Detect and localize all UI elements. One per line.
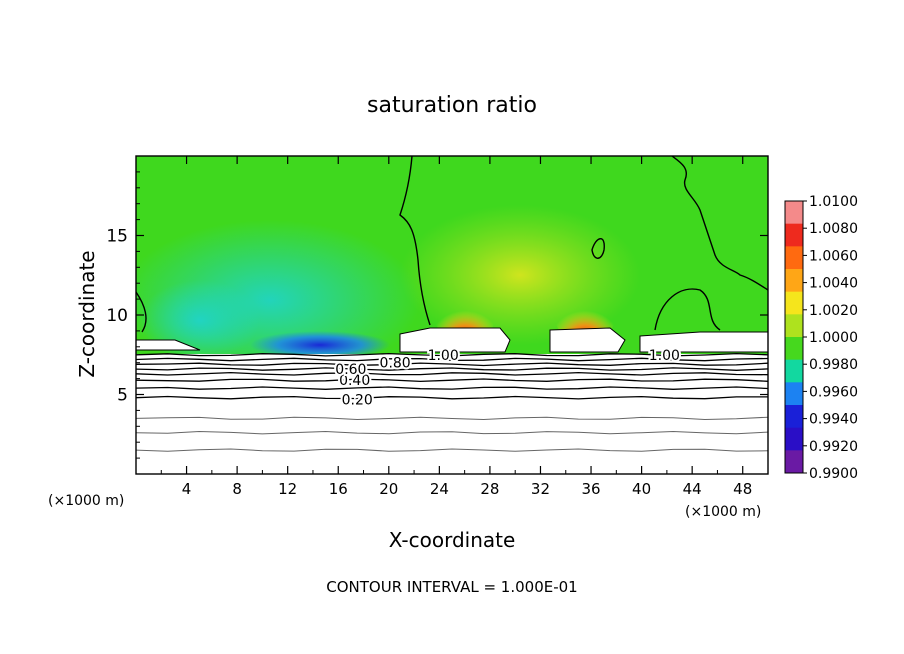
x-tick-label: 16 — [329, 480, 348, 498]
colorbar-swatch — [785, 223, 803, 247]
contour-1-00-left — [136, 291, 147, 333]
colorbar-label: 1.0080 — [809, 221, 858, 237]
field-white-zone-1 — [399, 327, 511, 353]
x-tick-label: 40 — [632, 480, 651, 498]
colorbar-label: 1.0020 — [809, 303, 858, 319]
contour-line — [136, 395, 768, 400]
contour-line — [136, 378, 768, 383]
contour-label: 0.60 — [335, 362, 366, 378]
field-white-zone-4 — [136, 339, 201, 351]
x-axis-ticks: 4 8 12 16 20 24 28 32 36 40 44 48 — [160, 156, 752, 498]
contour-label: 0.80 — [380, 356, 411, 372]
plot-area — [136, 156, 768, 474]
colorbar-label: 0.9940 — [809, 412, 858, 428]
colorbar-label: 1.0100 — [809, 194, 858, 210]
colorbar-swatch — [785, 201, 803, 225]
contour-line — [136, 430, 768, 435]
contour-line — [136, 357, 768, 362]
contour-label: 0.20 — [342, 392, 373, 408]
colorbar-swatch — [785, 269, 803, 293]
colorbar-label: 1.0060 — [809, 248, 858, 264]
contour-interval-note: CONTOUR INTERVAL = 1.000E-01 — [326, 578, 577, 596]
x-tick-label: 20 — [379, 480, 398, 498]
x-tick-label: 8 — [232, 480, 242, 498]
field-white-zone-3 — [639, 331, 768, 353]
chart-title: saturation ratio — [367, 93, 537, 118]
x-tick-label: 24 — [430, 480, 449, 498]
y-tick-label: 15 — [106, 227, 128, 247]
contour-label: 1.00 — [649, 348, 680, 364]
y-axis-ticks: 5 10 15 — [106, 171, 768, 459]
colorbar-swatch — [785, 314, 803, 338]
x-tick-label: 32 — [531, 480, 550, 498]
colorbar-label: 1.0000 — [809, 330, 858, 346]
x-axis-label: X-coordinate — [389, 528, 516, 552]
x-unit-label-right: (×1000 m) — [685, 504, 761, 520]
colorbar: 1.0100 1.0080 1.0060 1.0040 1.0020 1.0000 0.99… — [784, 194, 858, 482]
colorbar-swatch — [785, 291, 803, 315]
x-unit-label-left: (×1000 m) — [48, 493, 124, 509]
contour-labels: 0.20 0.400.60 0.80 1.00 1.00 — [333, 346, 682, 411]
colorbar-swatch — [785, 359, 803, 383]
contour-1-00-right — [671, 156, 768, 291]
contour-line — [136, 448, 768, 452]
y-tick-label: 10 — [106, 306, 128, 326]
colorbar-label: 0.9920 — [809, 439, 858, 455]
contour-label: 0.40 — [339, 373, 370, 389]
y-axis-label: Z-coordinate — [75, 250, 99, 377]
contour-line — [136, 352, 768, 357]
x-tick-label: 36 — [581, 480, 600, 498]
colorbar-swatch — [785, 382, 803, 406]
x-tick-label: 12 — [278, 480, 297, 498]
contour-line — [136, 367, 768, 371]
colorbar-swatch — [785, 450, 803, 474]
contour-1-00-bubble — [591, 238, 605, 259]
colorbar-label: 0.9900 — [809, 466, 858, 482]
x-tick-label: 44 — [683, 480, 702, 498]
contour-line — [136, 386, 768, 390]
contour-1-00-blob — [654, 288, 721, 331]
low-contour-lines — [136, 352, 768, 452]
contour-line — [136, 362, 768, 367]
field-deep-blue-region — [250, 331, 390, 359]
colorbar-swatch — [785, 337, 803, 361]
colorbar-label: 0.9960 — [809, 384, 858, 400]
field-white-zone-2 — [549, 327, 626, 353]
contour-line — [136, 371, 768, 376]
colorbar-swatch — [785, 427, 803, 451]
colorbar-label: 0.9980 — [809, 357, 858, 373]
contour-1-00-mid — [399, 156, 431, 326]
x-tick-label: 48 — [733, 480, 752, 498]
colorbar-swatch — [785, 405, 803, 429]
x-tick-label: 4 — [182, 480, 192, 498]
contour-label: 1.00 — [428, 348, 459, 364]
contour-line — [136, 416, 768, 421]
x-tick-label: 28 — [480, 480, 499, 498]
colorbar-label: 1.0040 — [809, 276, 858, 292]
y-tick-label: 5 — [117, 386, 128, 406]
colorbar-swatch — [785, 246, 803, 270]
